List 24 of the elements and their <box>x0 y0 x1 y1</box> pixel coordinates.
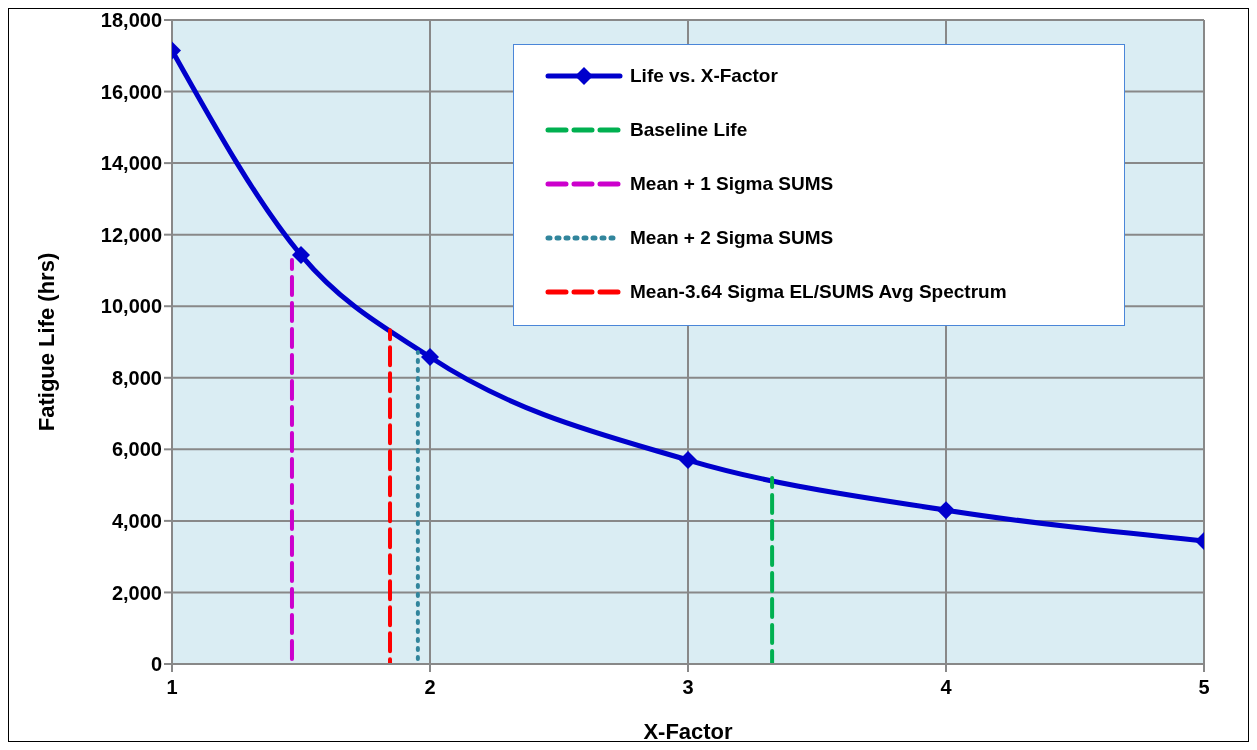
x-tick-label: 1 <box>166 676 178 699</box>
x-tick-label: 5 <box>1198 676 1210 699</box>
legend-label: Mean + 1 Sigma SUMS <box>630 173 834 195</box>
y-tick-label: 0 <box>150 653 162 676</box>
legend-label: Mean-3.64 Sigma EL/SUMS Avg Spectrum <box>630 281 1007 303</box>
point <box>421 348 439 367</box>
y-tick-label: 18,000 <box>100 9 162 32</box>
y-tick-label: 8,000 <box>111 366 162 389</box>
legend-label: Life vs. X-Factor <box>630 65 778 87</box>
y-axis-title: Fatigue Life (hrs) <box>33 252 59 432</box>
y-tick-label: 12,000 <box>100 223 162 246</box>
legend-label: Mean + 2 Sigma SUMS <box>630 227 834 249</box>
x-tick-label: 2 <box>424 676 436 699</box>
y-tick-label: 4,000 <box>111 509 162 532</box>
y-tick-label: 6,000 <box>111 438 162 461</box>
x-tick-label: 4 <box>940 676 953 699</box>
y-tick-label: 10,000 <box>100 295 162 318</box>
point <box>679 451 697 470</box>
x-axis-title: X-Factor <box>643 719 734 744</box>
y-tick-label: 2,000 <box>111 581 162 604</box>
legend-label: Baseline Life <box>630 119 748 141</box>
y-tick-label: 14,000 <box>100 152 162 175</box>
y-tick-label: 16,000 <box>100 80 162 103</box>
x-tick-label: 3 <box>682 676 694 699</box>
